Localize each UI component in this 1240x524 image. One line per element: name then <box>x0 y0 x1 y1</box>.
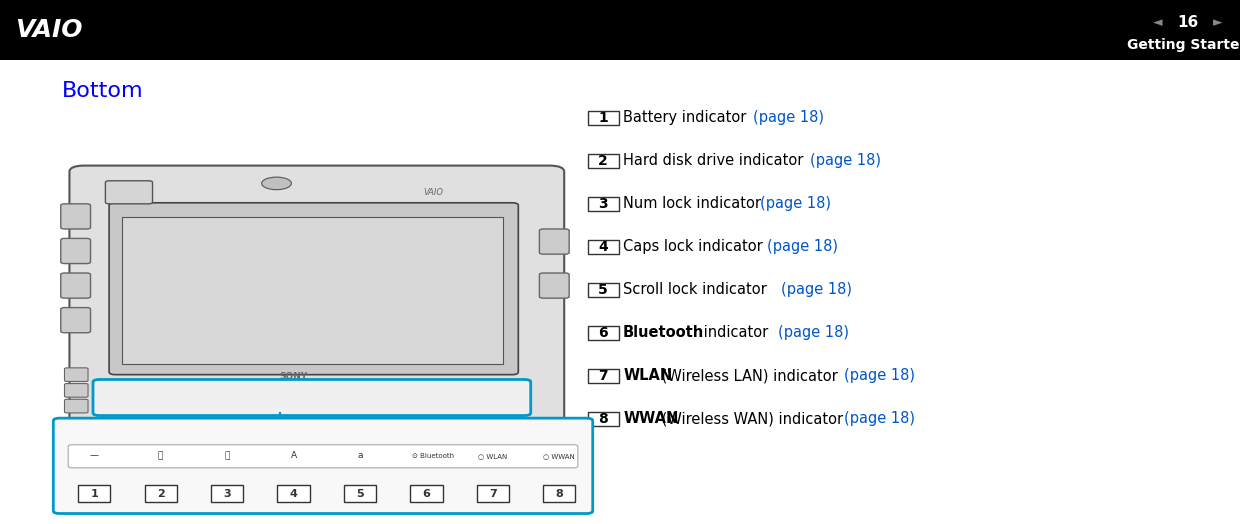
Text: (page 18): (page 18) <box>843 411 915 426</box>
FancyBboxPatch shape <box>343 485 376 502</box>
FancyBboxPatch shape <box>105 181 153 204</box>
FancyBboxPatch shape <box>0 0 1240 60</box>
Text: 8: 8 <box>599 412 608 425</box>
Text: (Wireless LAN) indicator: (Wireless LAN) indicator <box>657 368 842 383</box>
FancyBboxPatch shape <box>588 369 619 383</box>
Text: (page 18): (page 18) <box>781 282 852 297</box>
Text: indicator: indicator <box>699 325 773 340</box>
Text: 3: 3 <box>599 197 608 211</box>
Text: 6: 6 <box>599 326 608 340</box>
FancyBboxPatch shape <box>64 384 88 397</box>
FancyBboxPatch shape <box>588 240 619 254</box>
Text: Num lock indicator: Num lock indicator <box>622 196 766 211</box>
Text: a: a <box>357 451 363 460</box>
Text: 7: 7 <box>489 488 497 499</box>
Text: VAIO: VAIO <box>423 188 443 198</box>
Text: 1: 1 <box>91 488 98 499</box>
Text: A: A <box>290 451 296 460</box>
FancyBboxPatch shape <box>64 368 88 381</box>
Ellipse shape <box>181 418 248 429</box>
FancyBboxPatch shape <box>543 485 575 502</box>
Text: 1: 1 <box>599 111 608 125</box>
FancyBboxPatch shape <box>278 485 310 502</box>
Text: ⊙ Bluetooth: ⊙ Bluetooth <box>412 453 454 459</box>
Text: 7: 7 <box>599 369 608 383</box>
Circle shape <box>262 177 291 190</box>
FancyBboxPatch shape <box>68 445 578 468</box>
Text: (page 18): (page 18) <box>843 368 915 383</box>
FancyBboxPatch shape <box>410 485 443 502</box>
FancyBboxPatch shape <box>539 229 569 254</box>
Text: (page 18): (page 18) <box>810 154 882 168</box>
Text: VAIO: VAIO <box>15 18 82 42</box>
FancyBboxPatch shape <box>93 379 531 416</box>
Text: Battery indicator: Battery indicator <box>622 111 751 125</box>
FancyBboxPatch shape <box>69 166 564 436</box>
Text: Getting Started: Getting Started <box>1127 38 1240 52</box>
FancyBboxPatch shape <box>588 154 619 168</box>
FancyBboxPatch shape <box>588 283 619 297</box>
Text: 5: 5 <box>356 488 363 499</box>
Text: 8: 8 <box>556 488 563 499</box>
FancyBboxPatch shape <box>64 399 88 413</box>
FancyBboxPatch shape <box>78 485 110 502</box>
FancyBboxPatch shape <box>588 412 619 425</box>
Text: SONY: SONY <box>279 372 308 381</box>
FancyBboxPatch shape <box>61 308 91 333</box>
FancyBboxPatch shape <box>588 197 619 211</box>
Text: ○ WWAN: ○ WWAN <box>543 453 575 459</box>
FancyBboxPatch shape <box>539 273 569 298</box>
Text: 3: 3 <box>223 488 231 499</box>
Text: —: — <box>89 451 99 460</box>
Text: (page 18): (page 18) <box>760 196 831 211</box>
Text: Bottom: Bottom <box>62 81 144 101</box>
Text: (page 18): (page 18) <box>779 325 849 340</box>
FancyBboxPatch shape <box>211 485 243 502</box>
FancyBboxPatch shape <box>109 203 518 375</box>
Text: WWAN: WWAN <box>622 411 678 426</box>
FancyBboxPatch shape <box>588 326 619 340</box>
Text: Scroll lock indicator: Scroll lock indicator <box>622 282 771 297</box>
FancyBboxPatch shape <box>61 238 91 264</box>
FancyBboxPatch shape <box>61 273 91 298</box>
FancyBboxPatch shape <box>122 217 503 364</box>
Text: ⬜: ⬜ <box>157 451 164 460</box>
FancyBboxPatch shape <box>145 485 177 502</box>
Text: 2: 2 <box>156 488 165 499</box>
Text: WLAN: WLAN <box>622 368 672 383</box>
Text: (page 18): (page 18) <box>766 239 838 254</box>
Text: 5: 5 <box>599 283 608 297</box>
Text: (page 18): (page 18) <box>753 111 823 125</box>
Text: 16: 16 <box>1177 15 1199 30</box>
Text: ○ WLAN: ○ WLAN <box>479 453 507 459</box>
Text: (Wireless WAN) indicator: (Wireless WAN) indicator <box>657 411 848 426</box>
Text: 2: 2 <box>599 154 608 168</box>
Text: ◄: ◄ <box>1153 16 1163 29</box>
Text: 🔒: 🔒 <box>224 451 229 460</box>
Text: Hard disk drive indicator: Hard disk drive indicator <box>622 154 808 168</box>
FancyBboxPatch shape <box>61 204 91 229</box>
Text: ►: ► <box>1213 16 1223 29</box>
Text: 4: 4 <box>599 240 608 254</box>
FancyBboxPatch shape <box>588 111 619 125</box>
Text: Bluetooth: Bluetooth <box>622 325 704 340</box>
FancyBboxPatch shape <box>53 418 593 514</box>
Text: 6: 6 <box>423 488 430 499</box>
FancyBboxPatch shape <box>476 485 508 502</box>
Text: 4: 4 <box>290 488 298 499</box>
Text: Caps lock indicator: Caps lock indicator <box>622 239 768 254</box>
